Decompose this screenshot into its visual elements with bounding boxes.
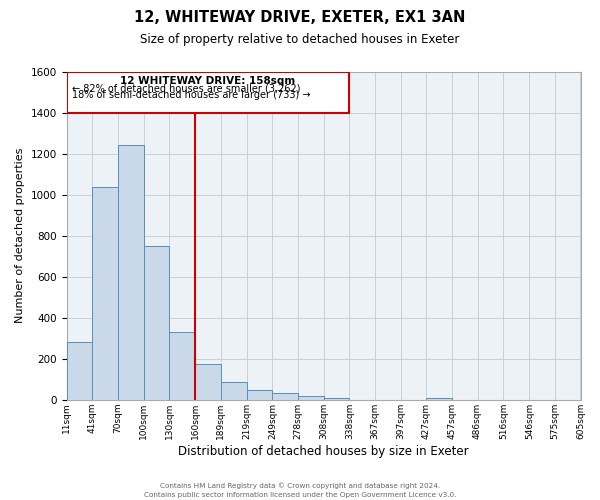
Bar (323, 398, 349, 400)
Text: 18% of semi-detached houses are larger (733) →: 18% of semi-detached houses are larger (… (72, 90, 310, 100)
Text: 12 WHITEWAY DRIVE: 158sqm: 12 WHITEWAY DRIVE: 158sqm (121, 76, 296, 86)
Bar (118, 146, 143, 400)
Bar (221, 382, 247, 400)
Bar (143, 246, 169, 400)
Text: Size of property relative to detached houses in Exeter: Size of property relative to detached ho… (140, 32, 460, 46)
Text: 12, WHITEWAY DRIVE, EXETER, EX1 3AN: 12, WHITEWAY DRIVE, EXETER, EX1 3AN (134, 10, 466, 25)
Text: Contains HM Land Registry data © Crown copyright and database right 2024.: Contains HM Land Registry data © Crown c… (160, 482, 440, 489)
Y-axis label: Number of detached properties: Number of detached properties (15, 148, 25, 324)
Bar (272, 392, 298, 400)
Bar (196, 364, 221, 400)
Bar (427, 398, 452, 400)
Bar (298, 396, 323, 400)
Text: ← 82% of detached houses are smaller (3,262): ← 82% of detached houses are smaller (3,… (72, 84, 300, 94)
Bar (92, 188, 118, 400)
Bar (67, 342, 92, 400)
Bar (169, 332, 196, 400)
X-axis label: Distribution of detached houses by size in Exeter: Distribution of detached houses by size … (178, 444, 469, 458)
Bar (67, 72, 349, 112)
Text: Contains public sector information licensed under the Open Government Licence v3: Contains public sector information licen… (144, 492, 456, 498)
Bar (247, 390, 272, 400)
